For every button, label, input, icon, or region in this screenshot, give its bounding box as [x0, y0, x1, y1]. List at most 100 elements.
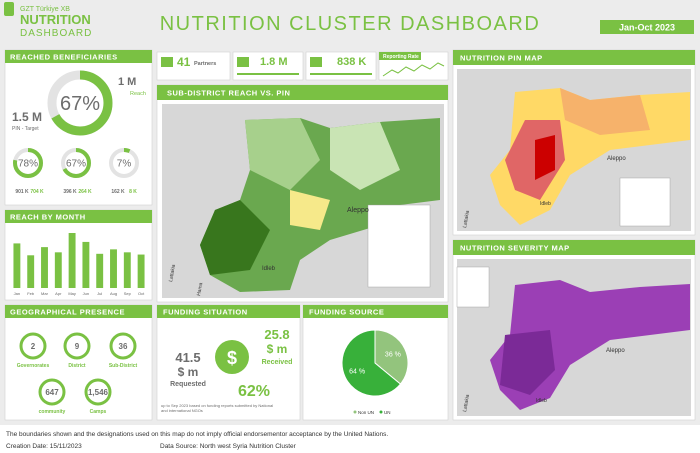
- logo-line: NUTRITION: [20, 12, 91, 27]
- kpi-value: 838 K: [337, 56, 366, 68]
- map-place: Idleb: [536, 398, 547, 404]
- received-label: Received: [262, 359, 293, 366]
- map-legend: [367, 204, 431, 288]
- funding-note: up to Sep 2023 based on funding reports …: [161, 403, 273, 408]
- panel-header: [5, 305, 152, 318]
- month-label: Apr: [55, 291, 62, 296]
- map-region: [330, 122, 400, 190]
- month-label: Oct: [138, 291, 145, 296]
- dashboard-title: NUTRITION CLUSTER DASHBOARD: [160, 13, 541, 35]
- kpi-icon: [237, 57, 249, 67]
- geo-value: 9: [75, 342, 80, 351]
- panel-header: [453, 240, 695, 255]
- disclaimer: The boundaries shown and the designation…: [6, 431, 388, 438]
- panel-header: [5, 50, 152, 63]
- panel-header: [157, 305, 300, 318]
- kpi-header: [379, 52, 421, 60]
- kpi-box: [232, 51, 304, 81]
- legend-label: UN: [384, 410, 391, 415]
- target-label: PIN - Target: [12, 126, 39, 132]
- month-label: Jun: [83, 291, 89, 296]
- donut-label: 78%: [18, 159, 38, 170]
- received-unit: $ m: [267, 342, 288, 356]
- geo-ring: [109, 332, 137, 360]
- geo-ring: [84, 378, 112, 406]
- target-value: 1.5 M: [12, 110, 42, 124]
- geo-ring: [38, 378, 66, 406]
- month-label: Aug: [110, 291, 117, 296]
- panel-title: NUTRITION SEVERITY MAP: [460, 244, 570, 253]
- pie-slice: [341, 329, 402, 397]
- creation-date: Creation Date: 15/11/2023: [6, 443, 82, 450]
- map-place: Aleppo: [606, 348, 625, 354]
- period: Jan-Oct 2023: [619, 23, 675, 33]
- data-source: Data Source: North west Syria Nutrition …: [160, 443, 297, 450]
- month-label: Feb: [27, 291, 35, 296]
- legend-swatch: [379, 410, 383, 414]
- requested-value: 41.5: [175, 350, 200, 365]
- month-bar: [123, 252, 131, 288]
- donut-arc: [109, 148, 139, 178]
- reach-value: 1 M: [118, 76, 136, 88]
- panel-title: SUB-DISTRICT REACH VS. PIN: [167, 89, 290, 98]
- donut-label: 67%: [66, 159, 86, 170]
- geo-label: District: [68, 363, 86, 369]
- panel-header: [157, 85, 448, 100]
- donut-arc: [61, 148, 91, 178]
- map-place: Hama: [196, 282, 204, 296]
- logo-line: DASHBOARD: [20, 28, 92, 39]
- map-legend: [456, 266, 490, 308]
- month-label: May: [68, 291, 76, 296]
- kpi-label: Reporting Rate: [383, 54, 419, 60]
- geo-value: 36: [119, 342, 128, 351]
- money-icon: $: [227, 348, 237, 368]
- geo-ring: [19, 332, 47, 360]
- pie-label: 64 %: [349, 368, 365, 375]
- sparkline: [382, 62, 445, 77]
- funding-note: and international NGOs: [161, 408, 203, 413]
- map-region: [535, 135, 555, 180]
- map-region: [560, 88, 650, 135]
- map-region: [245, 118, 320, 190]
- group-value: 264 K: [78, 189, 92, 195]
- panel-title: FUNDING SOURCE: [309, 308, 384, 317]
- map-place: Lattakia: [168, 264, 177, 283]
- geo-ring: [63, 332, 91, 360]
- panel-title: FUNDING SITUATION: [163, 308, 248, 317]
- geo-value: 1,546: [88, 388, 109, 397]
- geo-label: Sub-District: [109, 363, 138, 369]
- kpi-icon: [161, 57, 173, 67]
- logo-line: GZT Türkiye XB: [20, 6, 70, 13]
- month-bar: [82, 241, 90, 288]
- geo-value: 2: [31, 342, 36, 351]
- requested-label: Requested: [170, 381, 206, 388]
- panel-header: [5, 210, 152, 223]
- pie-slice: [374, 329, 409, 385]
- legend-swatch: [353, 410, 357, 414]
- panel-title: REACHED BENEFICIARIES: [10, 53, 118, 62]
- month-label: Jan: [14, 291, 20, 296]
- map-region: [290, 190, 330, 230]
- kpi-label: Partners: [194, 61, 216, 67]
- donut-arc: [13, 148, 43, 178]
- kpi-value: 41: [177, 55, 191, 69]
- month-bar: [110, 249, 117, 288]
- kpi-value: 1.8 M: [260, 56, 288, 68]
- month-bar: [137, 254, 145, 288]
- panel-title: REACH BY MONTH: [10, 213, 86, 222]
- money-bag: [215, 340, 249, 374]
- month-bar: [68, 233, 76, 288]
- kpi-icon: [310, 57, 322, 67]
- map-region: [200, 200, 270, 275]
- kpi-bar: [310, 73, 372, 75]
- month-bar: [54, 252, 62, 288]
- month-bar: [13, 243, 21, 288]
- panel-title: GEOGRAPHICAL PRESENCE: [10, 308, 125, 317]
- panel-header: [303, 305, 448, 318]
- period-badge: [600, 20, 694, 34]
- logo-icon: [4, 2, 14, 16]
- map-place: Aleppo: [347, 207, 369, 214]
- month-label: Mar: [41, 291, 49, 296]
- donut-label: 67%: [60, 93, 100, 115]
- group-value: 8 K: [129, 189, 137, 195]
